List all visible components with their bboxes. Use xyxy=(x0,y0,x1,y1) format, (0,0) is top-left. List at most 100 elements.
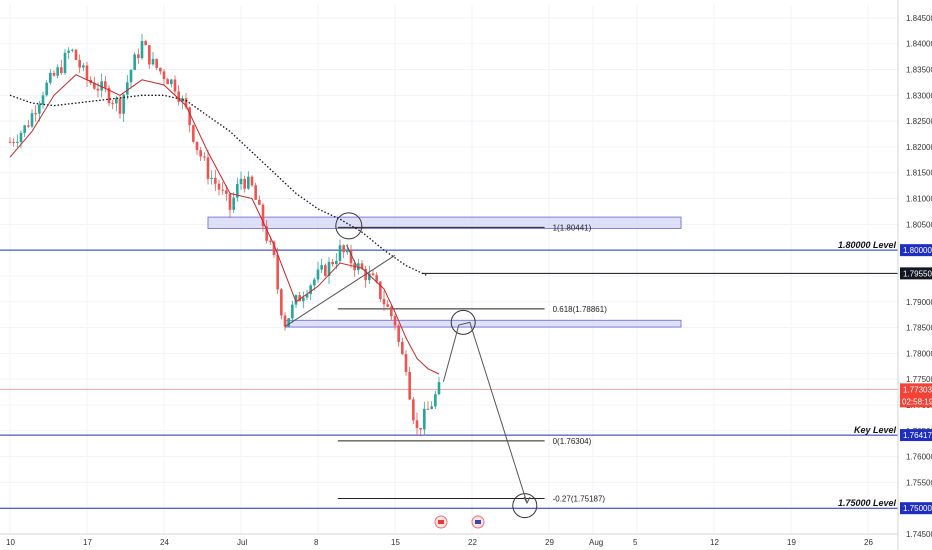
candle-body xyxy=(27,125,30,127)
candle-body xyxy=(335,260,338,265)
horizontal-levels: 1.80000 Level Key Level 1.75000 Level xyxy=(0,240,898,509)
price-zone-rect[interactable] xyxy=(284,319,682,328)
trendline-support[interactable] xyxy=(284,254,396,327)
candle-body xyxy=(85,65,89,80)
level-label: 1.80000 Level xyxy=(838,240,897,250)
date-tick-label: 17 xyxy=(83,538,92,547)
price-tick-label: 1.75500 xyxy=(906,478,932,487)
candle-body xyxy=(243,178,246,189)
candle-body xyxy=(360,263,364,269)
candle-body xyxy=(104,81,107,88)
candle-body xyxy=(225,190,228,194)
candle-body xyxy=(159,67,162,72)
candle-body xyxy=(250,176,254,186)
date-tick-label: 29 xyxy=(545,538,554,547)
price-tick-label: 1.84000 xyxy=(906,40,932,49)
date-tick-label: 19 xyxy=(787,538,796,547)
candle-body xyxy=(34,113,37,115)
price-tick-label: 1.77500 xyxy=(906,375,932,384)
candle-body xyxy=(67,50,70,53)
level-label: Key Level xyxy=(854,425,897,435)
candle-body xyxy=(434,394,437,407)
candle-body xyxy=(382,299,386,305)
countdown-label: 02:58:19 xyxy=(902,397,932,406)
candle-body xyxy=(423,408,426,430)
candle-body xyxy=(258,199,261,205)
candle-body xyxy=(379,281,382,300)
annotations xyxy=(284,212,538,519)
candle-body xyxy=(276,255,279,290)
candle-body xyxy=(331,261,334,265)
candle-body xyxy=(236,184,239,198)
fib-level-label: 0.618(1.78861) xyxy=(553,305,608,314)
candle-body xyxy=(232,197,235,210)
price-tag-box xyxy=(900,267,932,280)
candle-body xyxy=(349,249,353,264)
price-tick-label: 1.83000 xyxy=(906,91,932,100)
price-tag-box xyxy=(900,502,932,515)
candle-body xyxy=(254,185,257,200)
candle-body xyxy=(272,241,276,256)
price-tag-label: 1.76417 xyxy=(903,431,932,440)
candle-body xyxy=(302,297,305,302)
price-tag-label: 1.79550 xyxy=(903,269,932,278)
date-tick-label: 15 xyxy=(391,538,400,547)
candle-body xyxy=(375,275,378,282)
candle-body xyxy=(291,304,294,319)
price-tick-label: 1.79000 xyxy=(906,298,932,307)
price-tick-label: 1.76000 xyxy=(906,453,932,462)
projection-path[interactable] xyxy=(442,321,528,504)
candle-body xyxy=(327,261,331,276)
candle-body xyxy=(338,245,342,261)
candle-body xyxy=(320,265,323,270)
candle-body xyxy=(437,382,441,395)
time-axis: 10 17 24 Jul 8 15 22 29 Aug 5 12 19 26 xyxy=(0,533,898,547)
candle-body xyxy=(133,54,136,71)
candle-body xyxy=(280,289,283,316)
candle-body xyxy=(261,204,265,227)
date-tick-label: 22 xyxy=(468,538,477,547)
trendline-top[interactable] xyxy=(346,244,357,266)
candle-body xyxy=(228,193,232,210)
candle-body xyxy=(107,87,111,104)
fib-level-label: 1(1.80441) xyxy=(553,223,592,232)
level-label: 1.75000 Level xyxy=(838,498,897,508)
candle-body xyxy=(393,316,397,326)
candle-body xyxy=(177,91,180,102)
highlight-circle[interactable] xyxy=(450,309,476,335)
candle-body xyxy=(342,245,345,253)
candle-body xyxy=(16,141,19,143)
fib-level-label: 0(1.76304) xyxy=(553,437,592,446)
price-tag-label: 1.75000 xyxy=(903,504,932,513)
highlight-circle[interactable] xyxy=(512,493,538,519)
last-price-tag: 1.77303 xyxy=(903,385,932,394)
fast-moving-average-line xyxy=(9,74,440,375)
date-tick-label: 24 xyxy=(160,538,169,547)
candle-body xyxy=(199,150,202,157)
candle-body xyxy=(269,240,272,242)
candle-body xyxy=(126,82,129,95)
price-tick-label: 1.83500 xyxy=(906,66,932,75)
candle-body xyxy=(305,294,309,298)
candle-body xyxy=(52,72,56,76)
candle-body xyxy=(118,98,122,114)
candle-body xyxy=(313,279,316,286)
highlight-circle[interactable] xyxy=(335,212,363,240)
price-tag-box xyxy=(900,244,932,257)
candle-body xyxy=(63,52,67,74)
candle-body xyxy=(74,49,78,61)
candle-body xyxy=(151,58,155,65)
candle-body xyxy=(390,306,393,317)
candle-body xyxy=(294,295,298,305)
candle-body xyxy=(247,176,250,189)
candle-body xyxy=(12,141,15,143)
candle-body xyxy=(56,67,59,76)
price-tags: 1.80000 1.79550 1.76417 1.75000 1.77303 02:58… xyxy=(900,244,932,515)
candle-body xyxy=(173,79,177,92)
candle-body xyxy=(170,79,173,85)
event-icons xyxy=(434,515,485,529)
candle-body xyxy=(60,67,63,74)
price-zone-rect[interactable] xyxy=(207,216,682,229)
candle-body xyxy=(111,103,114,105)
